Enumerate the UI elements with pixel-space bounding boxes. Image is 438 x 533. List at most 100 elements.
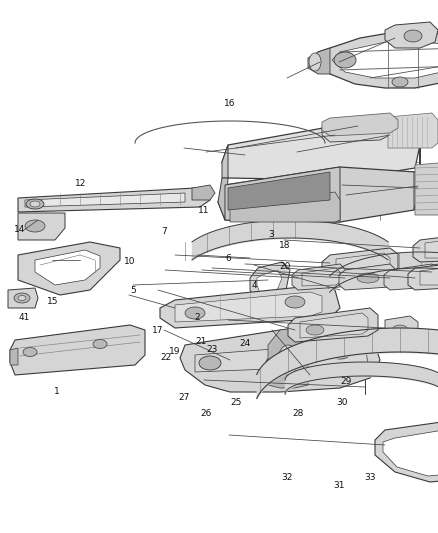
Polygon shape (375, 418, 438, 482)
Polygon shape (230, 192, 340, 222)
Polygon shape (257, 270, 282, 298)
Text: 27: 27 (178, 393, 190, 401)
Ellipse shape (392, 77, 408, 87)
Polygon shape (308, 48, 330, 74)
Ellipse shape (329, 345, 351, 359)
Polygon shape (35, 250, 100, 285)
Polygon shape (383, 427, 438, 476)
Polygon shape (414, 145, 420, 210)
Polygon shape (268, 328, 308, 388)
Polygon shape (318, 32, 438, 88)
Text: 23: 23 (207, 345, 218, 353)
Text: 26: 26 (200, 409, 212, 417)
Text: 14: 14 (14, 225, 25, 233)
Polygon shape (175, 292, 322, 322)
Polygon shape (418, 170, 438, 210)
Polygon shape (10, 325, 145, 375)
Polygon shape (384, 264, 438, 290)
Polygon shape (322, 113, 398, 136)
Polygon shape (222, 125, 420, 180)
Polygon shape (388, 113, 438, 148)
Polygon shape (385, 316, 418, 340)
Text: 32: 32 (281, 473, 293, 481)
Polygon shape (415, 163, 438, 215)
Text: 6: 6 (225, 254, 231, 263)
Polygon shape (192, 185, 215, 200)
Ellipse shape (93, 340, 107, 349)
Polygon shape (322, 248, 398, 278)
Polygon shape (25, 193, 185, 207)
Polygon shape (160, 285, 340, 328)
Text: 21: 21 (196, 337, 207, 345)
Polygon shape (218, 167, 420, 222)
Text: 33: 33 (364, 473, 376, 481)
Ellipse shape (392, 325, 408, 335)
Ellipse shape (392, 37, 408, 47)
Text: 31: 31 (334, 481, 345, 489)
Polygon shape (408, 262, 438, 290)
Text: 1: 1 (54, 387, 60, 396)
Polygon shape (336, 253, 390, 274)
Ellipse shape (285, 296, 305, 308)
Polygon shape (300, 313, 368, 338)
Polygon shape (18, 188, 210, 212)
Text: 10: 10 (124, 257, 135, 265)
Text: 19: 19 (170, 348, 181, 356)
Polygon shape (339, 264, 396, 290)
Ellipse shape (199, 356, 221, 370)
Polygon shape (195, 342, 368, 372)
Polygon shape (225, 167, 340, 222)
Polygon shape (250, 262, 290, 310)
Ellipse shape (334, 52, 356, 68)
Polygon shape (228, 172, 330, 210)
Ellipse shape (26, 199, 44, 209)
Polygon shape (18, 242, 120, 295)
Polygon shape (8, 288, 38, 308)
Ellipse shape (278, 345, 298, 375)
Ellipse shape (25, 220, 45, 232)
Ellipse shape (357, 273, 379, 283)
Text: 29: 29 (340, 377, 352, 385)
Polygon shape (385, 22, 438, 48)
Ellipse shape (14, 293, 30, 303)
Polygon shape (18, 213, 65, 240)
Polygon shape (222, 145, 228, 178)
Text: 7: 7 (161, 228, 167, 236)
Ellipse shape (266, 357, 284, 367)
Text: 5: 5 (131, 286, 137, 295)
Text: 30: 30 (336, 398, 347, 407)
Text: 12: 12 (75, 180, 87, 188)
Text: 16: 16 (224, 100, 236, 108)
Text: 24: 24 (240, 340, 251, 348)
Ellipse shape (309, 53, 321, 71)
Text: 28: 28 (292, 409, 304, 417)
Polygon shape (425, 238, 438, 258)
Text: 25: 25 (231, 398, 242, 407)
Polygon shape (420, 266, 438, 285)
Text: 3: 3 (268, 230, 275, 239)
Text: 15: 15 (47, 297, 58, 305)
Text: 4: 4 (251, 281, 257, 289)
Ellipse shape (404, 30, 422, 42)
Text: 18: 18 (279, 241, 290, 249)
Ellipse shape (30, 201, 40, 207)
Polygon shape (292, 264, 346, 290)
Polygon shape (180, 325, 380, 392)
Polygon shape (413, 234, 438, 262)
Polygon shape (332, 40, 438, 78)
Polygon shape (10, 348, 18, 365)
Polygon shape (288, 308, 378, 342)
Polygon shape (302, 268, 340, 286)
Text: 17: 17 (152, 326, 163, 335)
Ellipse shape (23, 348, 37, 357)
Text: 2: 2 (194, 313, 200, 321)
Ellipse shape (18, 295, 26, 301)
Polygon shape (322, 118, 390, 142)
Polygon shape (426, 260, 438, 286)
Text: 22: 22 (161, 353, 172, 361)
Ellipse shape (185, 307, 205, 319)
Ellipse shape (306, 325, 324, 335)
Polygon shape (218, 178, 228, 220)
Text: 11: 11 (198, 206, 209, 215)
Text: 41: 41 (18, 313, 30, 321)
